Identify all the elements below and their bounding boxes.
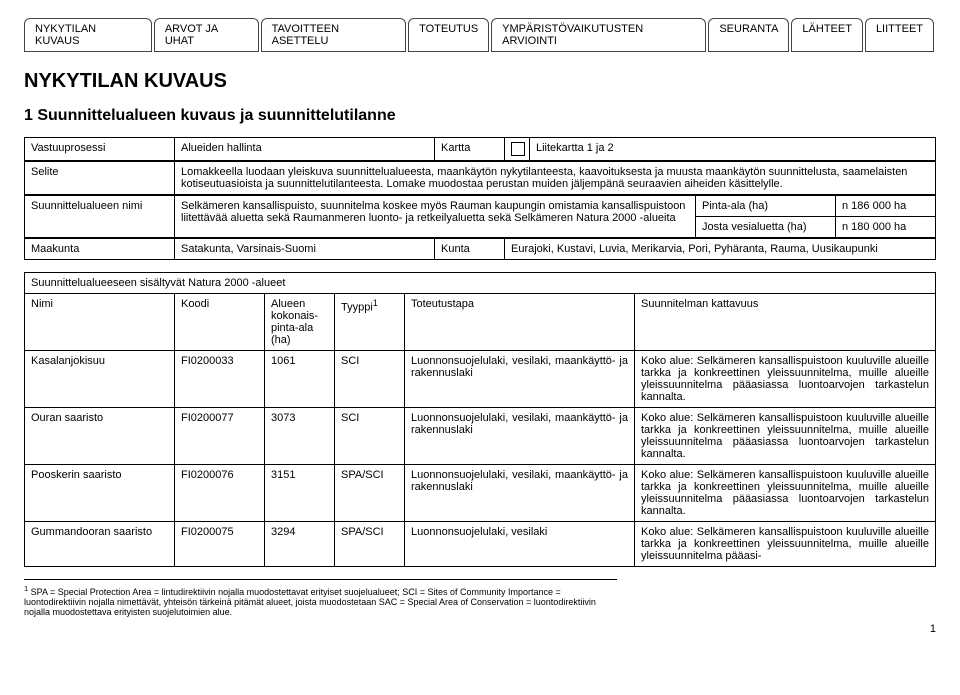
pinta-ala-label: Pinta-ala (ha)	[696, 196, 836, 217]
pinta-ala-value: n 186 000 ha	[836, 196, 936, 217]
natura-kattavuus: Koko alue: Selkämeren kansallispuistoon …	[635, 351, 936, 408]
section-title: 1 Suunnittelualueen kuvaus ja suunnittel…	[24, 107, 936, 125]
natura-toteutus: Luonnonsuojelulaki, vesilaki, maankäyttö…	[405, 408, 635, 465]
natura-koodi: FI0200075	[175, 522, 265, 567]
page-number: 1	[24, 623, 936, 635]
maakunta-value: Satakunta, Varsinais-Suomi	[175, 239, 435, 260]
natura-tyyppi: SCI	[335, 408, 405, 465]
natura-ala: 1061	[265, 351, 335, 408]
natura-nimi: Kasalanjokisuu	[25, 351, 175, 408]
table-row: Ouran saaristo FI0200077 3073 SCI Luonno…	[25, 408, 936, 465]
tab-bar: NYKYTILAN KUVAUS ARVOT JA UHAT TAVOITTEE…	[24, 18, 936, 52]
kartta-label: Kartta	[435, 138, 505, 161]
josta-vesialuetta-value: n 180 000 ha	[836, 217, 936, 238]
selite-table: Selite Lomakkeella luodaan yleiskuva suu…	[24, 161, 936, 195]
josta-vesialuetta-label: Josta vesialuetta (ha)	[696, 217, 836, 238]
natura-nimi: Ouran saaristo	[25, 408, 175, 465]
tab-seuranta[interactable]: SEURANTA	[708, 18, 789, 52]
vastuuprosessi-value: Alueiden hallinta	[175, 138, 435, 161]
selite-label: Selite	[25, 162, 175, 195]
natura-header-kattavuus: Suunnitelman kattavuus	[635, 294, 936, 351]
natura-koodi: FI0200033	[175, 351, 265, 408]
natura-header-ala: Alueen kokonais-pinta-ala (ha)	[265, 294, 335, 351]
footnote: 1 SPA = Special Protection Area = lintud…	[24, 579, 617, 617]
suunnittelualue-value: Selkämeren kansallispuisto, suunnitelma …	[175, 196, 696, 238]
suunnittelualue-table: Suunnittelualueen nimi Selkämeren kansal…	[24, 195, 936, 238]
natura-kattavuus: Koko alue: Selkämeren kansallispuistoon …	[635, 465, 936, 522]
natura-toteutus: Luonnonsuojelulaki, vesilaki, maankäyttö…	[405, 351, 635, 408]
natura-kattavuus: Koko alue: Selkämeren kansallispuistoon …	[635, 522, 936, 567]
tab-toteutus[interactable]: TOTEUTUS	[408, 18, 489, 52]
tab-arvot-ja-uhat[interactable]: ARVOT JA UHAT	[154, 18, 259, 52]
page-title: NYKYTILAN KUVAUS	[24, 70, 936, 93]
natura-kattavuus: Koko alue: Selkämeren kansallispuistoon …	[635, 408, 936, 465]
table-row: Pooskerin saaristo FI0200076 3151 SPA/SC…	[25, 465, 936, 522]
natura-koodi: FI0200077	[175, 408, 265, 465]
meta-table: Vastuuprosessi Alueiden hallinta Kartta …	[24, 137, 936, 161]
natura-nimi: Gummandooran saaristo	[25, 522, 175, 567]
natura-toteutus: Luonnonsuojelulaki, vesilaki	[405, 522, 635, 567]
tab-liitteet[interactable]: LIITTEET	[865, 18, 934, 52]
tyyppi-sup: 1	[373, 298, 378, 308]
table-row: Gummandooran saaristo FI0200075 3294 SPA…	[25, 522, 936, 567]
maakunta-table: Maakunta Satakunta, Varsinais-Suomi Kunt…	[24, 238, 936, 260]
vastuuprosessi-label: Vastuuprosessi	[25, 138, 175, 161]
tab-tavoitteen-asettelu[interactable]: TAVOITTEEN ASETTELU	[261, 18, 406, 52]
natura-ala: 3151	[265, 465, 335, 522]
natura-header-tyyppi: Tyyppi1	[335, 294, 405, 351]
natura-tyyppi: SPA/SCI	[335, 465, 405, 522]
natura-header-toteutus: Toteutustapa	[405, 294, 635, 351]
tab-lahteet[interactable]: LÄHTEET	[791, 18, 863, 52]
liitekartta-value: Liitekartta 1 ja 2	[530, 138, 936, 161]
selite-value: Lomakkeella luodaan yleiskuva suunnittel…	[175, 162, 936, 195]
natura-section-label: Suunnittelualueeseen sisältyvät Natura 2…	[25, 273, 936, 294]
natura-header-nimi: Nimi	[25, 294, 175, 351]
kartta-checkbox-cell	[505, 138, 530, 161]
tab-nykytilan-kuvaus[interactable]: NYKYTILAN KUVAUS	[24, 18, 152, 52]
kunta-label: Kunta	[435, 239, 505, 260]
natura-nimi: Pooskerin saaristo	[25, 465, 175, 522]
natura-table: Suunnittelualueeseen sisältyvät Natura 2…	[24, 272, 936, 567]
natura-ala: 3294	[265, 522, 335, 567]
tab-ymparistovaikutusten-arviointi[interactable]: YMPÄRISTÖVAIKUTUSTEN ARVIOINTI	[491, 18, 706, 52]
natura-tyyppi: SCI	[335, 351, 405, 408]
natura-ala: 3073	[265, 408, 335, 465]
maakunta-label: Maakunta	[25, 239, 175, 260]
natura-tyyppi: SPA/SCI	[335, 522, 405, 567]
footnote-text: SPA = Special Protection Area = lintudir…	[24, 587, 596, 617]
natura-toteutus: Luonnonsuojelulaki, vesilaki, maankäyttö…	[405, 465, 635, 522]
kunta-value: Eurajoki, Kustavi, Luvia, Merikarvia, Po…	[505, 239, 936, 260]
natura-header-koodi: Koodi	[175, 294, 265, 351]
checkbox-icon[interactable]	[511, 142, 525, 156]
tyyppi-text: Tyyppi	[341, 302, 373, 314]
table-row: Kasalanjokisuu FI0200033 1061 SCI Luonno…	[25, 351, 936, 408]
suunnittelualue-label: Suunnittelualueen nimi	[25, 196, 175, 238]
natura-koodi: FI0200076	[175, 465, 265, 522]
